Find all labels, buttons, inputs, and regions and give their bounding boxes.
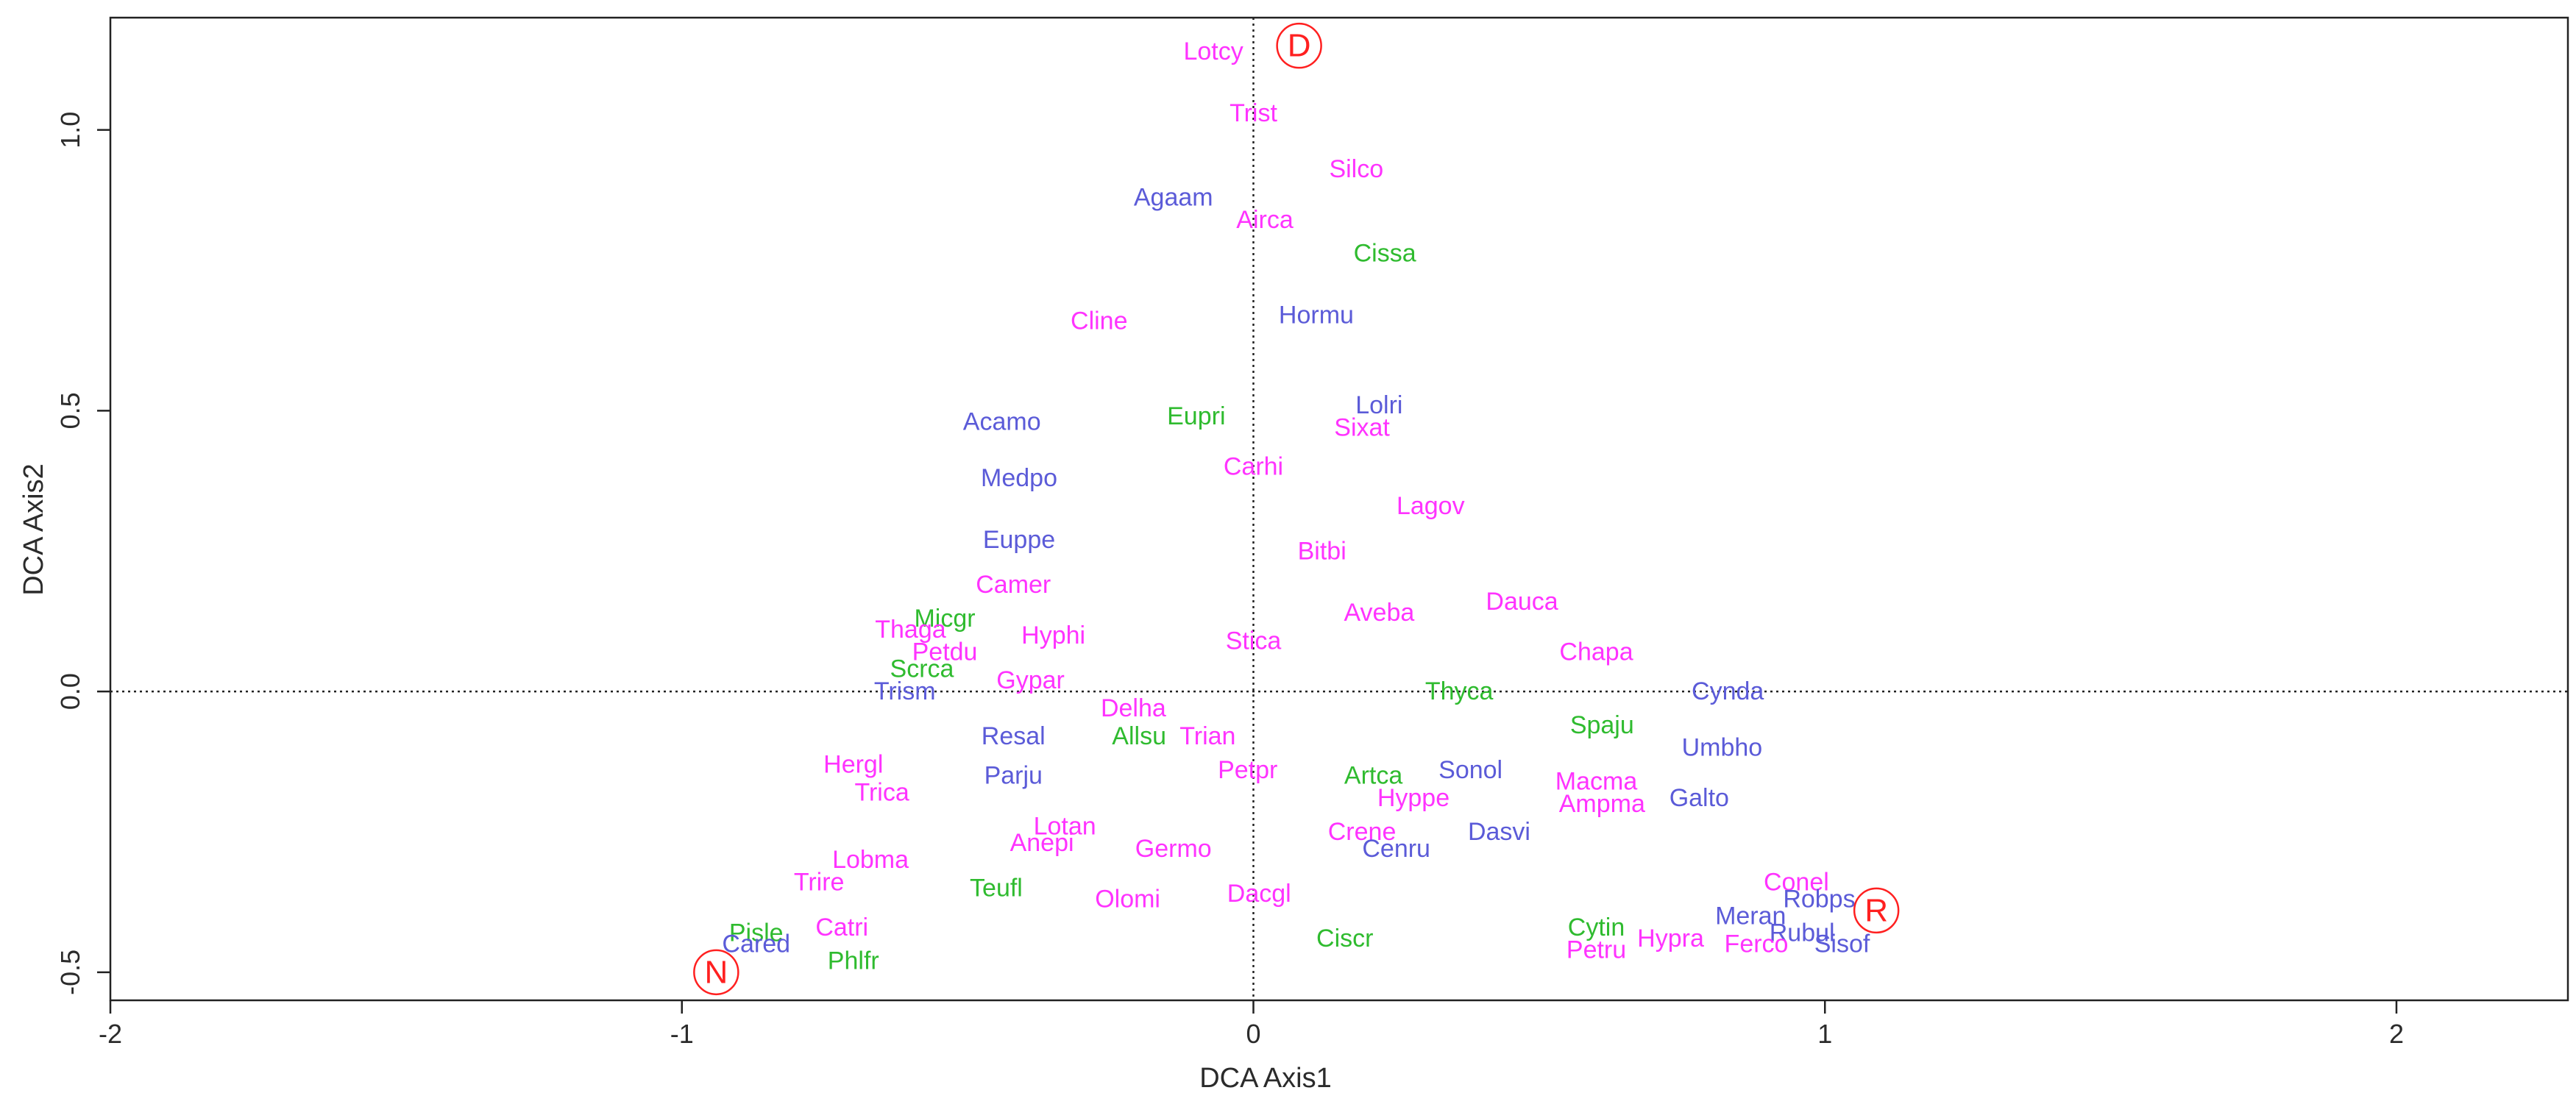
species-label-hormu: Hormu — [1279, 302, 1354, 330]
species-label-cline: Cline — [1071, 307, 1127, 335]
species-label-dasvi: Dasvi — [1468, 818, 1530, 846]
species-label-hypra: Hypra — [1637, 925, 1704, 953]
y-axis-ticks: -0.5 0.0 0.5 1.0 — [55, 112, 110, 995]
plot-frame — [109, 16, 2569, 1002]
group-marker-label-r: R — [1864, 892, 1888, 928]
y-tick-label: 0.5 — [55, 392, 85, 429]
species-label-lotan: Lotan — [1034, 812, 1096, 840]
species-label-anepi: Anepi — [1010, 829, 1074, 857]
species-label-phlfr: Phlfr — [828, 947, 879, 975]
species-label-lolri: Lolri — [1355, 391, 1402, 419]
species-label-galto: Galto — [1670, 784, 1729, 812]
species-label-artca: Artca — [1344, 762, 1402, 790]
species-label-cared: Cared — [722, 930, 790, 958]
species-label-trire: Trire — [794, 869, 845, 897]
species-label-parju: Parju — [984, 762, 1043, 790]
species-label-micgr: Micgr — [914, 605, 975, 633]
species-label-lagov: Lagov — [1397, 492, 1465, 520]
x-tick-label: -1 — [670, 1019, 694, 1049]
species-label-thaga: Thaga — [875, 616, 945, 644]
species-label-umbho: Umbho — [1682, 733, 1763, 761]
y-tick-label: 1.0 — [55, 112, 85, 149]
species-label-cissa: Cissa — [1354, 240, 1416, 268]
species-label-hergl: Hergl — [823, 750, 883, 778]
species-label-rubul: Rubul — [1770, 919, 1835, 947]
species-label-petpr: Petpr — [1218, 756, 1277, 784]
species-label-delha: Delha — [1101, 694, 1166, 722]
species-label-petru: Petru — [1566, 936, 1626, 964]
species-label-hyppe: Hyppe — [1377, 784, 1450, 812]
species-label-cytin: Cytin — [1568, 914, 1625, 941]
y-tick-label: -0.5 — [55, 950, 85, 995]
y-axis-title: DCA Axis2 — [18, 463, 49, 596]
species-label-agaam: Agaam — [1134, 183, 1213, 211]
species-label-resal: Resal — [982, 722, 1046, 750]
x-axis-ticks: -2 -1 0 1 2 — [99, 1000, 2404, 1049]
group-marker-circle-r — [1853, 887, 1900, 934]
x-tick-label: -2 — [99, 1019, 122, 1049]
species-labels: Lotcy Trist Silco Agaam Airca Cissa Hormu Cline… — [722, 38, 1870, 975]
x-tick-label: 2 — [2389, 1019, 2404, 1049]
species-label-trist: Trist — [1230, 99, 1277, 127]
species-label-germo: Germo — [1135, 835, 1212, 863]
group-marker-label-n: N — [704, 954, 728, 990]
species-label-sisof: Sisof — [1814, 930, 1870, 958]
species-label-cynda: Cynda — [1692, 677, 1764, 705]
species-label-pisle: Pisle — [729, 919, 784, 947]
species-label-scrca: Scrca — [890, 655, 954, 683]
group-marker-label-d: D — [1288, 28, 1311, 64]
species-label-hyphi: Hyphi — [1021, 622, 1085, 649]
group-marker-circle-n — [693, 949, 739, 996]
species-label-thyca: Thyca — [1425, 677, 1494, 705]
x-axis-title: DCA Axis1 — [1199, 1063, 1332, 1094]
species-label-trian: Trian — [1179, 722, 1235, 750]
species-label-trism: Trism — [874, 677, 936, 705]
group-markers: D R N — [693, 22, 1900, 996]
species-label-sonol: Sonol — [1438, 756, 1502, 784]
species-label-ferco: Ferco — [1725, 930, 1789, 958]
species-label-camer: Camer — [976, 571, 1051, 599]
species-label-eupri: Eupri — [1167, 402, 1225, 430]
species-label-stica: Stica — [1226, 627, 1282, 655]
reference-lines — [110, 18, 2568, 1000]
group-marker-circle-d — [1276, 22, 1322, 69]
species-label-silco: Silco — [1329, 155, 1383, 183]
species-label-olomi: Olomi — [1095, 886, 1160, 914]
species-label-acamo: Acamo — [963, 408, 1041, 436]
species-label-airca: Airca — [1236, 206, 1294, 234]
species-label-macma: Macma — [1555, 767, 1638, 795]
species-label-trica: Trica — [854, 779, 909, 807]
species-label-euppe: Euppe — [983, 526, 1055, 554]
species-label-allsu: Allsu — [1112, 722, 1166, 750]
species-label-carhi: Carhi — [1224, 453, 1283, 481]
x-tick-label: 0 — [1246, 1019, 1260, 1049]
species-label-dacgl: Dacgl — [1227, 880, 1291, 908]
species-label-bitbi: Bitbi — [1298, 537, 1346, 565]
species-label-cenru: Cenru — [1362, 835, 1430, 863]
y-tick-label: 0.0 — [55, 673, 85, 710]
species-label-dauca: Dauca — [1486, 588, 1558, 616]
species-label-catri: Catri — [815, 914, 868, 941]
species-label-gypar: Gypar — [996, 666, 1065, 694]
species-label-medpo: Medpo — [981, 464, 1057, 492]
species-label-spaju: Spaju — [1570, 711, 1634, 739]
species-label-lotcy: Lotcy — [1183, 38, 1243, 65]
species-label-chapa: Chapa — [1559, 638, 1633, 666]
species-label-sixat: Sixat — [1334, 413, 1390, 441]
species-label-conel: Conel — [1764, 869, 1829, 897]
species-label-ciscr: Ciscr — [1316, 925, 1373, 953]
species-label-ampma: Ampma — [1559, 790, 1645, 818]
x-tick-label: 1 — [1817, 1019, 1832, 1049]
species-label-aveba: Aveba — [1344, 599, 1414, 627]
species-label-meran: Meran — [1715, 902, 1786, 930]
species-label-teufl: Teufl — [970, 874, 1023, 902]
species-label-lobma: Lobma — [832, 846, 909, 874]
species-label-robps: Robps — [1783, 886, 1855, 914]
species-label-petdu: Petdu — [912, 638, 978, 666]
species-label-crene: Crene — [1328, 818, 1397, 846]
